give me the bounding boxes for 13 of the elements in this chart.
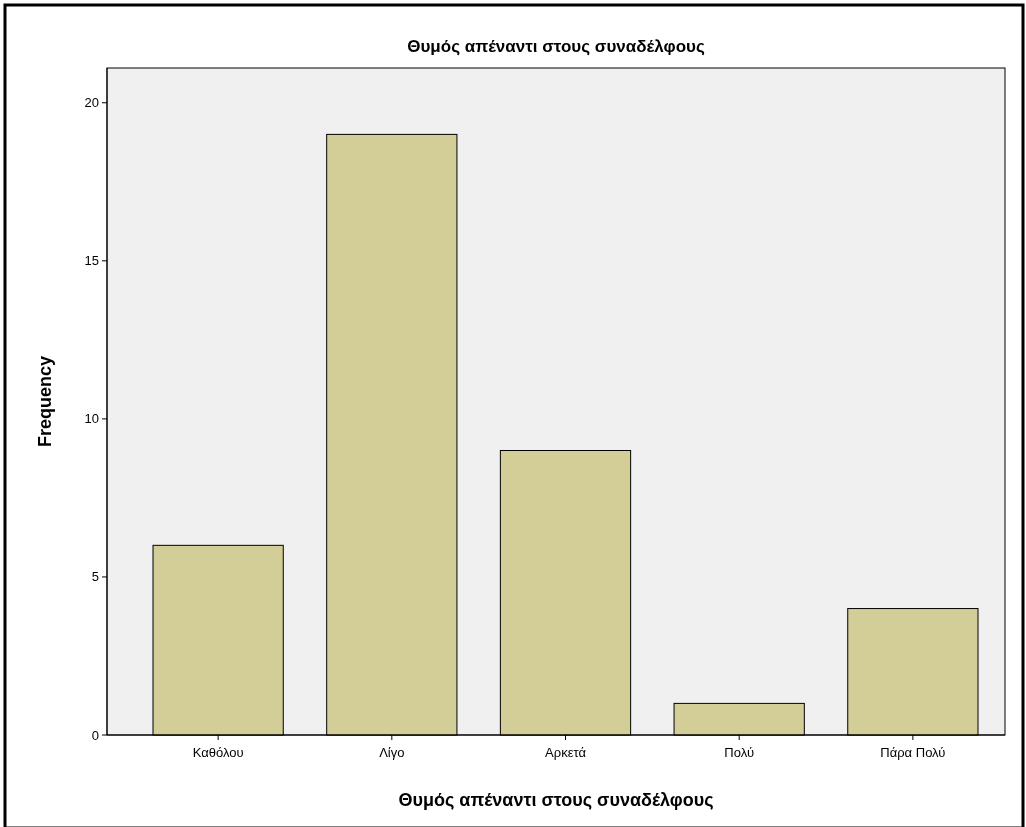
y-tick-label: 0 (91, 727, 99, 743)
y-tick-label: 10 (84, 411, 99, 427)
x-tick-label: Πάρα Πολύ (880, 745, 946, 760)
y-tick-label: 20 (84, 95, 99, 111)
x-tick-label: Καθόλου (192, 745, 244, 760)
y-tick-label: 5 (91, 569, 99, 585)
y-tick-label: 15 (84, 253, 99, 269)
x-axis-title: Θυμός απέναντι στους συναδέλφους (398, 790, 714, 810)
x-tick-label: Αρκετά (545, 745, 587, 760)
x-tick-label: Πολύ (724, 745, 755, 760)
y-axis-title: Frequency (35, 355, 55, 448)
x-tick-label: Λίγο (379, 745, 405, 760)
chart-title: Θυμός απέναντι στους συναδέλφους (407, 37, 705, 56)
